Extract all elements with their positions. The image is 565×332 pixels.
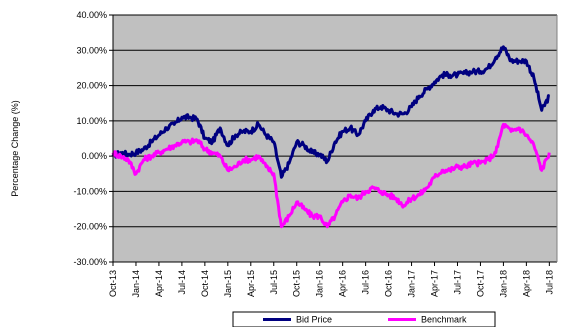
x-tick-label: Apr-16 (338, 270, 348, 297)
y-tick-label: -10.00% (73, 186, 107, 196)
y-tick-label: -20.00% (73, 222, 107, 232)
y-tick-label: -30.00% (73, 257, 107, 267)
x-tick-label: Apr-17 (430, 270, 440, 297)
x-tick-label: Apr-14 (154, 270, 164, 297)
x-tick-label: Jul-15 (269, 270, 279, 295)
series-line-benchmark (111, 122, 551, 229)
x-tick-label: Oct-15 (292, 270, 302, 297)
series-line-bid-price (111, 45, 551, 179)
x-tick-label: Oct-13 (108, 270, 118, 297)
x-tick-label: Oct-16 (384, 270, 394, 297)
legend-label: Bid Price (296, 315, 332, 325)
gridlines (113, 14, 557, 263)
y-tick-label: 20.00% (76, 81, 107, 91)
x-tick-label: Oct-17 (475, 270, 485, 297)
y-tick-label: 40.00% (76, 10, 107, 20)
y-tick-labels: 40.00% 30.00% 20.00% 10.00% 0.00% -10.00% -20.… (73, 10, 107, 267)
x-tick-label: Jan-17 (407, 270, 417, 298)
legend-label: Benchmark (421, 315, 467, 325)
x-tick-label: Jan-16 (315, 270, 325, 298)
plot-area (113, 15, 557, 262)
x-tick-label: Jul-16 (361, 270, 371, 295)
x-tick-label: Jan-15 (223, 270, 233, 298)
series-lines (111, 45, 551, 229)
x-tick-label: Apr-15 (246, 270, 256, 297)
x-tick-label: Jul-17 (452, 270, 462, 295)
x-tick-labels: Oct-13 Jan-14 Apr-14 Jul-14 Oct-14 Jan-15 Apr-… (108, 270, 554, 298)
y-axis-label: Percentage Change (%) (10, 100, 20, 197)
x-tick-label: Jan-18 (498, 270, 508, 298)
x-tick-label: Jul-18 (544, 270, 554, 295)
y-tick-label: 30.00% (76, 45, 107, 55)
x-tick-label: Jul-14 (177, 270, 187, 295)
legend: Bid Price Benchmark (232, 311, 496, 328)
x-tick-label: Oct-14 (200, 270, 210, 297)
x-tick-label: Apr-18 (521, 270, 531, 297)
y-tick-label: 10.00% (76, 116, 107, 126)
x-tick-label: Jan-14 (131, 270, 141, 298)
plot-background (113, 15, 557, 262)
axes (109, 14, 558, 266)
y-tick-label: 0.00% (81, 151, 107, 161)
